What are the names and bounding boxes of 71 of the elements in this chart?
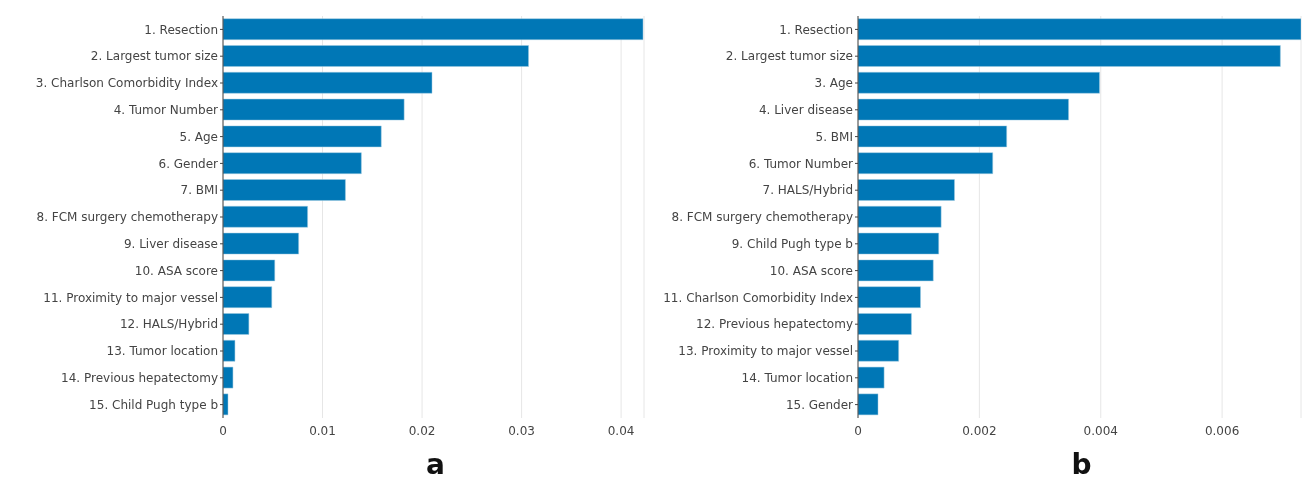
bar — [858, 232, 939, 255]
bar — [858, 98, 1069, 121]
bar — [223, 152, 362, 174]
bar — [223, 232, 299, 255]
y-tick-label: 13. Tumor location — [106, 344, 218, 359]
bar — [858, 125, 1007, 148]
y-tick-label: 5. Age — [179, 129, 218, 144]
bar — [858, 313, 912, 335]
bar — [858, 45, 1281, 67]
bar — [223, 98, 405, 121]
bar — [223, 206, 308, 228]
bar — [223, 286, 273, 308]
bar — [223, 125, 382, 148]
bar — [858, 206, 942, 228]
x-tick-label: 0 — [219, 423, 227, 438]
x-tick-label: 0.004 — [1083, 423, 1118, 438]
bar — [858, 18, 1301, 40]
y-tick-label: 14. Tumor location — [741, 371, 853, 386]
y-tick-label: 1. Resection — [144, 22, 218, 37]
bar — [223, 18, 644, 40]
y-tick-label: 3. Charlson Comorbidity Index — [35, 76, 218, 91]
bar — [858, 179, 955, 201]
y-tick-label: 12. Previous hepatectomy — [696, 317, 853, 332]
y-tick-label: 4. Liver disease — [758, 103, 853, 118]
x-tick-label: 0.02 — [408, 423, 436, 438]
y-tick-label: 3. Age — [814, 76, 853, 91]
bar — [223, 259, 275, 282]
bar — [223, 340, 236, 362]
bar — [223, 179, 346, 201]
y-tick-label: 8. FCM surgery chemotherapy — [36, 210, 218, 225]
y-tick-label: 1. Resection — [779, 22, 853, 37]
y-tick-label: 11. Proximity to major vessel — [43, 290, 218, 305]
bar — [223, 366, 234, 389]
bar — [858, 72, 1100, 94]
x-axis-title: b — [1071, 448, 1092, 481]
y-tick-label: 15. Child Pugh type b — [89, 397, 218, 412]
y-tick-label: 7. BMI — [180, 183, 218, 198]
y-tick-label: 2. Largest tumor size — [90, 49, 218, 64]
y-tick-label: 5. BMI — [815, 129, 853, 144]
x-tick-label: 0.03 — [508, 423, 535, 438]
x-tick-label: 0.01 — [309, 423, 336, 438]
y-tick-label: 9. Child Pugh type b — [731, 237, 853, 252]
bar — [858, 286, 921, 308]
bar — [223, 393, 229, 416]
y-tick-label: 11. Charlson Comorbidity Index — [663, 290, 853, 305]
bar — [858, 259, 934, 282]
y-tick-label: 9. Liver disease — [123, 237, 218, 252]
y-tick-label: 14. Previous hepatectomy — [61, 371, 218, 386]
y-tick-label: 2. Largest tumor size — [725, 49, 853, 64]
y-tick-label: 10. ASA score — [134, 263, 218, 278]
x-tick-label: 0 — [854, 423, 862, 438]
bar — [858, 366, 885, 389]
x-tick-label: 0.04 — [607, 423, 635, 438]
y-tick-label: 15. Gender — [785, 397, 854, 412]
bar — [858, 340, 899, 362]
x-axis-title: a — [426, 448, 445, 481]
bar — [223, 45, 529, 67]
y-tick-label: 10. ASA score — [769, 263, 853, 278]
bar — [223, 72, 433, 94]
x-tick-label: 0.006 — [1204, 423, 1240, 438]
y-tick-label: 4. Tumor Number — [113, 103, 219, 118]
y-tick-label: 12. HALS/Hybrid — [119, 317, 218, 332]
bar — [858, 393, 879, 416]
x-tick-label: 0.002 — [962, 423, 997, 438]
bar — [858, 152, 993, 174]
y-tick-label: 13. Proximity to major vessel — [678, 344, 853, 359]
y-tick-label: 8. FCM surgery chemotherapy — [671, 210, 853, 225]
bar — [223, 313, 250, 335]
y-tick-label: 6. Tumor Number — [748, 156, 854, 171]
y-tick-label: 7. HALS/Hybrid — [762, 183, 853, 198]
y-tick-label: 6. Gender — [158, 156, 219, 171]
